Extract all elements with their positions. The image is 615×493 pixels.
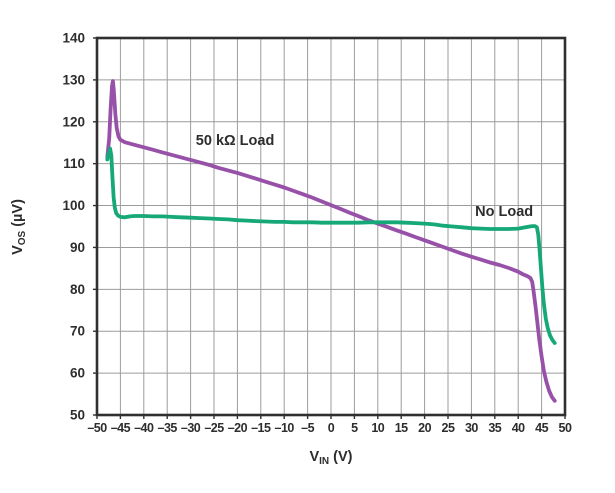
grid-lines xyxy=(96,37,566,416)
x-tick-label: 40 xyxy=(512,421,525,435)
y-axis-title: VOS (µV) xyxy=(10,137,28,317)
x-tick-label: –10 xyxy=(275,421,295,435)
y-axis-symbol: V xyxy=(10,245,26,255)
x-tick-label: –20 xyxy=(228,421,248,435)
series-label-no-load: No Load xyxy=(475,204,533,220)
y-tick-label: 120 xyxy=(62,114,85,129)
x-tick-label: –45 xyxy=(111,421,131,435)
y-tick-label: 60 xyxy=(70,366,85,381)
x-tick-label: –35 xyxy=(158,421,178,435)
x-tick-label: 15 xyxy=(395,421,408,435)
y-tick-label: 90 xyxy=(70,240,85,255)
x-tick-label: 25 xyxy=(442,421,455,435)
y-tick-label: 80 xyxy=(70,282,85,297)
x-tick-label: 35 xyxy=(488,421,501,435)
x-tick-label: 50 xyxy=(559,421,572,435)
tick-marks xyxy=(93,37,566,419)
x-axis-symbol: V xyxy=(309,449,320,465)
x-tick-label: 30 xyxy=(465,421,478,435)
x-tick-label: –30 xyxy=(181,421,201,435)
y-tick-label: 140 xyxy=(62,31,85,46)
x-tick-label: –15 xyxy=(251,421,271,435)
y-tick-label: 110 xyxy=(63,156,85,171)
x-tick-label: –25 xyxy=(204,421,224,435)
x-tick-label: 45 xyxy=(535,421,548,435)
x-tick-label: –5 xyxy=(301,421,314,435)
y-tick-label: 130 xyxy=(62,72,85,87)
y-axis-subscript: OS xyxy=(17,230,28,246)
y-tick-label: 70 xyxy=(70,324,85,339)
x-tick-label: 0 xyxy=(328,421,335,435)
x-tick-label: –50 xyxy=(87,421,107,435)
x-tick-label: 5 xyxy=(351,421,358,435)
y-tick-label: 50 xyxy=(70,408,85,423)
series-line-50-k-load xyxy=(105,79,557,403)
y-tick-label: 100 xyxy=(62,198,85,213)
x-tick-label: 20 xyxy=(418,421,431,435)
x-axis-subscript: IN xyxy=(319,456,330,467)
y-axis-unit: (µV) xyxy=(10,199,26,227)
series-label-50-k-load: 50 kΩ Load xyxy=(196,133,275,149)
x-axis-title: VIN (V) xyxy=(97,449,565,467)
x-tick-label: 10 xyxy=(371,421,384,435)
series-line-no-load xyxy=(105,146,557,345)
x-axis-unit: (V) xyxy=(333,449,353,465)
x-tick-label: –40 xyxy=(134,421,154,435)
